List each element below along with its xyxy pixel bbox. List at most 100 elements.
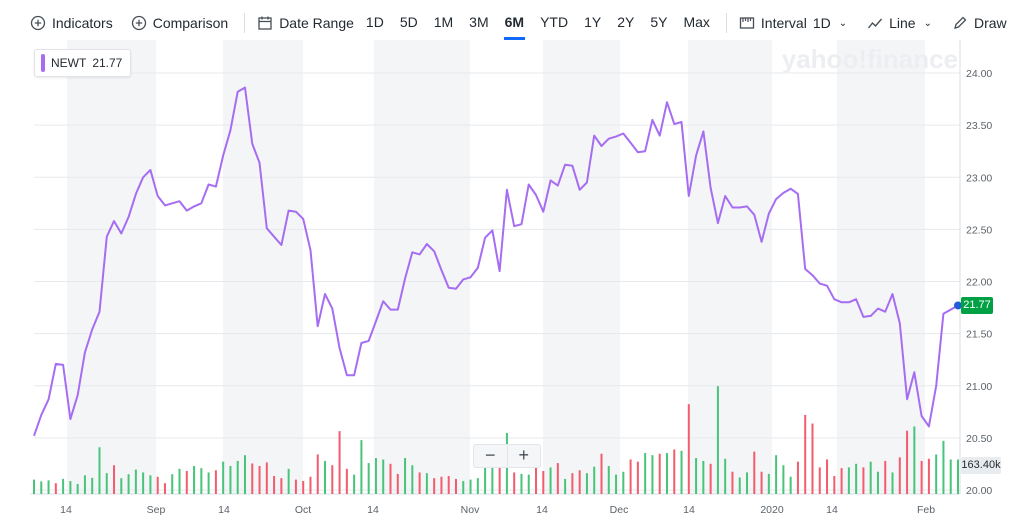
volume-bar: [665, 453, 668, 494]
comparison-button[interactable]: Comparison: [131, 15, 228, 31]
legend-symbol: NEWT: [51, 56, 87, 70]
zoom-controls: − +: [473, 444, 541, 468]
y-axis: 20.00 20.50 21.00 21.50 22.00 22.50 23.00 23.50…: [966, 68, 992, 497]
volume-bar: [542, 471, 545, 494]
volume-bar: [920, 460, 923, 494]
volume-bar: [418, 472, 421, 494]
volume-bar: [265, 462, 268, 494]
volume-bar: [353, 474, 356, 494]
comparison-label: Comparison: [152, 15, 229, 31]
range-5d[interactable]: 5D: [399, 14, 418, 30]
y-tick-label: 22.00: [966, 277, 992, 289]
grid-lines: [30, 40, 961, 495]
indicators-button[interactable]: Indicators: [30, 15, 113, 31]
y-tick-label: 20.00: [966, 485, 992, 497]
volume-bar: [716, 386, 719, 494]
volume-bar: [840, 468, 843, 494]
volume-bars: [33, 386, 959, 494]
volume-bar: [178, 468, 181, 494]
x-tick-label: Nov: [461, 504, 480, 516]
calendar-icon: [258, 16, 272, 30]
volume-bar: [549, 467, 552, 494]
volume-bar: [105, 473, 108, 494]
draw-button[interactable]: Draw: [952, 15, 1007, 31]
volume-bar: [33, 479, 35, 494]
chart-type-button[interactable]: Line ⌄: [867, 15, 932, 31]
range-5y[interactable]: 5Y: [650, 14, 668, 30]
yahoo-finance-watermark: yahoo!finance: [781, 44, 958, 74]
interval-button[interactable]: Interval 1D ⌄: [739, 15, 847, 31]
x-tick-label: Feb: [917, 504, 935, 516]
volume-bar: [91, 477, 94, 494]
volume-bar: [389, 463, 392, 494]
range-1d[interactable]: 1D: [365, 14, 384, 30]
y-tick-label: 21.50: [966, 329, 992, 341]
zoom-in-button[interactable]: +: [518, 445, 529, 465]
volume-bar: [775, 455, 778, 494]
series-legend[interactable]: NEWT 21.77: [34, 49, 132, 77]
volume-bar: [185, 471, 188, 494]
y-tick-label: 20.50: [966, 433, 992, 445]
volume-bar: [826, 459, 829, 494]
zoom-out-button[interactable]: −: [474, 445, 508, 467]
volume-bar: [214, 470, 217, 494]
range-max[interactable]: Max: [683, 14, 710, 30]
volume-bar: [382, 459, 385, 494]
volume-bar: [142, 472, 145, 494]
volume-bar: [942, 440, 945, 494]
volume-bar: [847, 467, 850, 494]
volume-bar: [243, 455, 246, 494]
chevron-down-icon: ⌄: [838, 17, 848, 29]
range-3m[interactable]: 3M: [469, 14, 489, 30]
volume-bar: [367, 463, 370, 494]
draw-label: Draw: [973, 15, 1007, 31]
volume-bar: [207, 472, 210, 494]
volume-bar: [796, 461, 799, 494]
volume-bar: [338, 431, 341, 494]
volume-bar: [171, 474, 174, 494]
indicators-label: Indicators: [52, 15, 113, 31]
month-band: [688, 40, 772, 494]
price-line: [33, 86, 959, 437]
volume-bar: [629, 459, 632, 494]
volume-bar: [345, 468, 348, 494]
date-range-button[interactable]: Date Range: [257, 15, 354, 31]
month-bands: [67, 40, 925, 494]
volume-bar: [535, 465, 538, 494]
volume-bar: [949, 459, 952, 494]
volume-bar: [309, 476, 312, 494]
volume-bar: [40, 481, 43, 494]
x-tick-label: 14: [218, 504, 230, 516]
volume-bar: [447, 476, 450, 494]
range-6m[interactable]: 6M: [503, 14, 526, 40]
volume-bar: [622, 471, 625, 494]
plus-circle-icon: [30, 15, 46, 31]
range-1y[interactable]: 1Y: [584, 14, 602, 30]
volume-bar: [76, 483, 79, 494]
volume-bar: [615, 474, 618, 494]
volume-bar: [564, 478, 567, 494]
x-tick-label: 14: [536, 504, 548, 516]
month-band: [374, 40, 470, 494]
volume-bar: [585, 473, 588, 494]
volume-bar: [753, 451, 756, 494]
ruler-icon: [739, 17, 755, 29]
range-1m[interactable]: 1M: [433, 14, 454, 30]
x-tick-label: Sep: [147, 504, 166, 516]
range-ytd[interactable]: YTD: [540, 14, 569, 30]
range-2y[interactable]: 2Y: [617, 14, 635, 30]
volume-bar: [120, 478, 123, 494]
volume-bar: [593, 466, 596, 494]
volume-bar: [251, 463, 254, 494]
price-line-layer: [33, 86, 962, 437]
volume-bar: [855, 463, 858, 494]
volume-bar: [273, 476, 276, 494]
y-tick-label: 22.50: [966, 224, 992, 236]
x-tick-label: Oct: [295, 504, 311, 516]
volume-bar: [738, 477, 741, 494]
volume-bar: [484, 464, 487, 494]
volume-bar: [709, 463, 712, 494]
volume-bar: [374, 458, 377, 494]
date-range-label: Date Range: [279, 15, 354, 31]
